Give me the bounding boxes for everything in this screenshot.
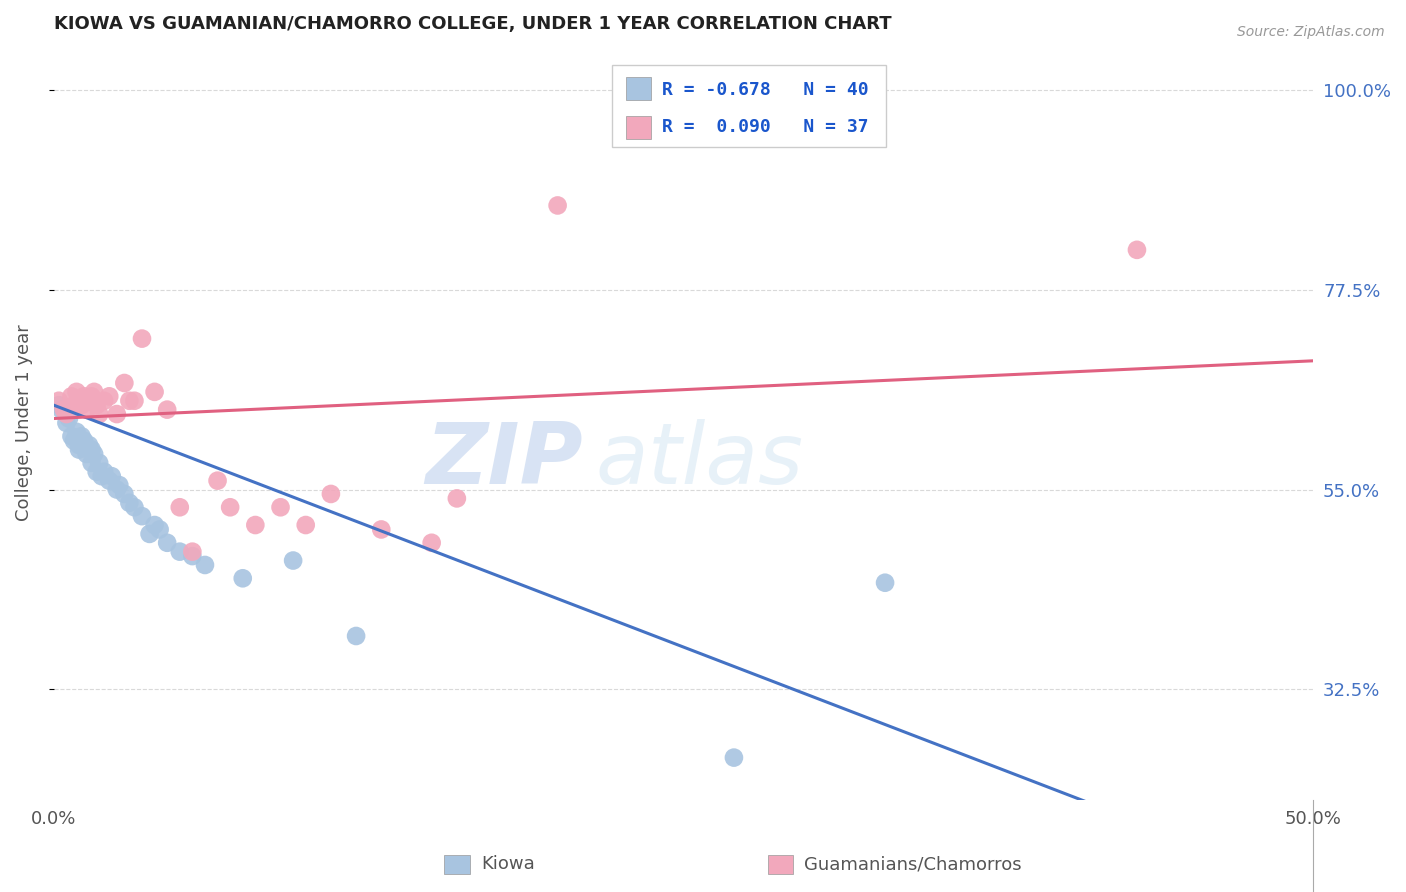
Point [131,332,153,346]
Point [370,523,392,537]
Point [67,393,90,408]
Text: atlas: atlas [595,419,803,502]
Point [873,575,896,590]
Text: Guamanians/Chamorros: Guamanians/Chamorros [804,855,1022,873]
Point [100,469,122,483]
Text: Kiowa: Kiowa [481,855,534,873]
Point [108,478,131,492]
Point [149,523,172,537]
Point [55,416,77,430]
Point [60,389,83,403]
Point [181,544,204,558]
Point [294,518,316,533]
Point [93,393,115,408]
Point [169,500,191,515]
Point [80,442,103,457]
Point [73,434,96,448]
Point [86,398,108,412]
Point [52,402,75,417]
Point [77,438,100,452]
Point [58,411,80,425]
Point [207,474,229,488]
Point [156,402,179,417]
Point [60,429,83,443]
Point [1126,243,1149,257]
Point [194,558,217,572]
Point [48,393,70,408]
Point [83,447,105,461]
Point [63,398,86,412]
Point [420,536,443,550]
Point [89,407,111,421]
Point [65,425,87,439]
Point [219,500,242,515]
Point [48,398,70,412]
Point [131,509,153,524]
Point [124,500,146,515]
Point [90,469,112,483]
Point [319,487,342,501]
Point [138,527,160,541]
Point [65,384,87,399]
Point [63,434,86,448]
Point [446,491,468,506]
Point [76,402,98,417]
FancyBboxPatch shape [444,855,470,874]
Point [245,518,267,533]
Y-axis label: College, Under 1 year: College, Under 1 year [15,325,32,521]
Point [281,553,304,567]
Point [98,389,121,403]
FancyBboxPatch shape [626,116,651,139]
Point [723,750,745,764]
Point [77,393,100,408]
Point [70,398,93,412]
FancyBboxPatch shape [768,855,793,874]
Point [93,465,115,479]
Point [51,402,73,417]
Point [67,442,90,457]
Point [118,393,141,408]
FancyBboxPatch shape [626,78,651,101]
Point [547,198,569,212]
Point [86,465,108,479]
Point [156,536,179,550]
Point [105,483,128,497]
Point [105,407,128,421]
Text: R = -0.678   N = 40: R = -0.678 N = 40 [662,81,869,99]
Point [67,438,90,452]
Text: ZIP: ZIP [425,419,583,502]
Point [169,544,191,558]
Point [124,393,146,408]
Text: KIOWA VS GUAMANIAN/CHAMORRO COLLEGE, UNDER 1 YEAR CORRELATION CHART: KIOWA VS GUAMANIAN/CHAMORRO COLLEGE, UND… [53,15,891,33]
Point [80,456,103,470]
Point [232,571,254,585]
Point [270,500,292,515]
Point [98,474,121,488]
Point [112,376,135,390]
Point [112,487,135,501]
Point [73,389,96,403]
Point [181,549,204,563]
Point [80,389,103,403]
Point [55,407,77,421]
Text: Source: ZipAtlas.com: Source: ZipAtlas.com [1237,25,1385,39]
FancyBboxPatch shape [612,65,886,147]
Point [344,629,367,643]
Point [83,384,105,399]
Text: R =  0.090   N = 37: R = 0.090 N = 37 [662,118,869,136]
Point [118,496,141,510]
Point [70,429,93,443]
Point [89,456,111,470]
Point [143,518,166,533]
Point [76,447,98,461]
Point [143,384,166,399]
